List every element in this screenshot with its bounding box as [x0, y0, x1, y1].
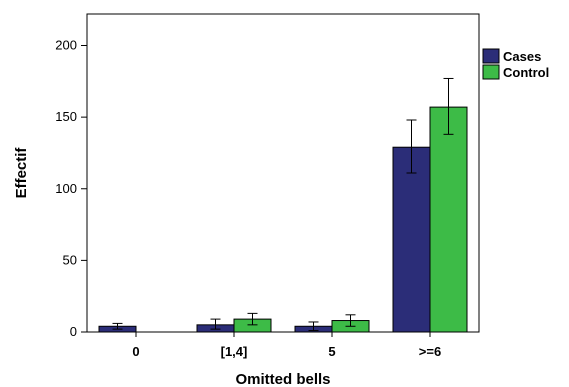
y-tick-label: 200	[55, 38, 77, 53]
y-tick-label: 50	[63, 252, 77, 267]
bar-control-3	[429, 106, 468, 333]
y-tick-label: 0	[70, 324, 77, 339]
legend-swatch-control	[482, 64, 500, 80]
x-tick-label: >=6	[419, 344, 441, 359]
y-tick-label: 100	[55, 181, 77, 196]
legend-label-control: Control	[503, 65, 549, 80]
y-tick-label: 150	[55, 109, 77, 124]
x-tick-label: 5	[328, 344, 335, 359]
bar-cases-3	[392, 146, 431, 333]
x-axis: 0 [1,4] 5 >=6	[132, 332, 441, 359]
x-tick-label: [1,4]	[221, 344, 248, 359]
error-bars	[112, 77, 454, 332]
x-tick-label: 0	[132, 344, 139, 359]
legend-label-cases: Cases	[503, 49, 541, 64]
legend-swatch-cases	[482, 48, 500, 64]
x-axis-title: Omitted bells	[235, 371, 330, 387]
y-axis-title: Effectif	[13, 147, 30, 199]
y-axis: 0 50 100 150 200	[55, 38, 87, 339]
